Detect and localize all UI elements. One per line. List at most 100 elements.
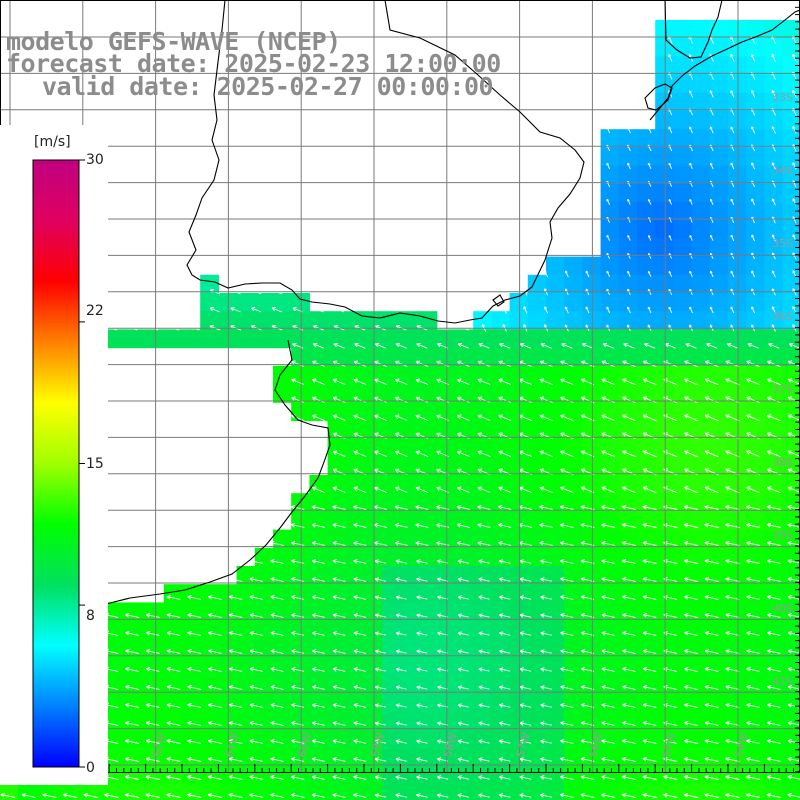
wind-arrow [395, 649, 407, 654]
wind-speed-cell [455, 693, 474, 713]
wind-arrow [437, 649, 448, 654]
wind-arrow [792, 53, 797, 63]
wind-arrow [166, 774, 181, 780]
wind-speed-cell [345, 438, 365, 458]
wind-arrow [580, 378, 595, 386]
wind-speed-cell [764, 183, 784, 203]
wind-arrow [787, 360, 800, 367]
wind-speed-cell [655, 20, 674, 39]
wind-arrow [312, 721, 325, 726]
wind-speed-cell [709, 384, 729, 403]
wind-arrow [375, 595, 386, 600]
wind-speed-cell [673, 402, 693, 421]
wind-speed-cell [382, 711, 401, 731]
wind-speed-cell [618, 766, 638, 785]
wind-speed-cell [436, 638, 456, 658]
wind-speed-cell [436, 529, 456, 549]
wind-speed-cell [728, 729, 747, 749]
wind-speed-cell [655, 147, 674, 167]
wind-speed-cell [145, 693, 165, 713]
wind-speed-cell [418, 347, 438, 367]
wind-arrow [519, 613, 532, 618]
wind-speed-cell [673, 475, 693, 494]
wind-speed-cell [546, 729, 565, 749]
wind-arrow [291, 378, 305, 386]
wind-speed-cell [637, 511, 656, 531]
wind-speed-cell [273, 748, 292, 767]
wind-speed-cell [673, 711, 693, 731]
wind-arrow [311, 360, 325, 367]
wind-arrow [580, 613, 595, 618]
wind-arrow [746, 612, 760, 618]
wind-speed-cell [782, 784, 800, 800]
wind-speed-cell [728, 711, 747, 731]
coastline-segment [0, 339, 331, 619]
wind-speed-cell [728, 638, 747, 658]
wind-speed-cell [546, 584, 565, 603]
wind-arrow [499, 631, 511, 636]
wind-speed-cell [273, 329, 292, 349]
wind-speed-cell [600, 311, 620, 330]
wind-arrow [787, 703, 800, 708]
wind-speed-cell [728, 456, 747, 476]
wind-arrow [622, 558, 636, 564]
wind-speed-cell [746, 384, 765, 403]
wind-speed-cell [291, 784, 310, 800]
wind-speed-cell [418, 547, 438, 567]
wind-arrow [395, 559, 407, 564]
wind-speed-cell [400, 748, 420, 767]
wind-arrow [332, 396, 346, 404]
wind-speed-cell [436, 438, 456, 458]
wind-speed-cell [309, 547, 329, 567]
wind-speed-cell [600, 620, 620, 640]
wind-speed-cell [691, 202, 711, 221]
wind-speed-cell [254, 293, 274, 312]
wind-arrow [394, 378, 408, 385]
wind-arrow [291, 649, 305, 654]
coastline-segment [186, 0, 585, 324]
wind-arrow [627, 198, 631, 205]
wind-arrow [456, 505, 470, 510]
wind-speed-cell [182, 675, 201, 694]
wind-arrow [374, 360, 387, 367]
wind-speed-cell [600, 202, 620, 221]
wind-arrow [647, 199, 652, 205]
wind-speed-cell [600, 329, 620, 349]
wind-arrow [689, 235, 693, 241]
wind-speed-cell [327, 365, 347, 385]
wind-speed-cell [309, 475, 329, 494]
wind-arrow [207, 792, 222, 798]
wind-speed-cell [527, 293, 547, 312]
wind-arrow [373, 505, 388, 510]
wind-arrow [415, 541, 429, 546]
wind-speed-cell [691, 147, 711, 167]
wind-arrow [606, 126, 611, 134]
coastline-segment [492, 294, 505, 307]
wind-speed-cell [691, 438, 711, 458]
wind-speed-cell [764, 475, 784, 494]
wind-arrow [416, 342, 428, 349]
wind-speed-cell [127, 693, 147, 713]
wind-arrow [375, 613, 386, 618]
wind-speed-cell [382, 420, 401, 440]
wind-arrow [642, 756, 657, 762]
wind-speed-cell [673, 129, 693, 148]
wind-speed-cell [273, 638, 292, 658]
wind-speed-cell [309, 329, 329, 349]
wind-speed-cell [436, 693, 456, 713]
wind-arrow [125, 774, 140, 780]
wind-arrow [766, 738, 781, 744]
wind-arrow [601, 595, 615, 600]
wind-speed-cell [637, 566, 656, 585]
wind-arrow [627, 306, 631, 314]
wind-arrow [478, 595, 490, 600]
wind-speed-cell [728, 420, 747, 440]
wind-speed-cell [673, 147, 693, 167]
wind-speed-cell [309, 311, 329, 330]
wind-speed-cell [527, 711, 547, 731]
wind-speed-cell [127, 675, 147, 694]
wind-speed-cell [218, 584, 238, 603]
wind-speed-cell [473, 402, 492, 421]
wind-speed-cell [109, 729, 128, 749]
wind-arrow [725, 684, 740, 690]
